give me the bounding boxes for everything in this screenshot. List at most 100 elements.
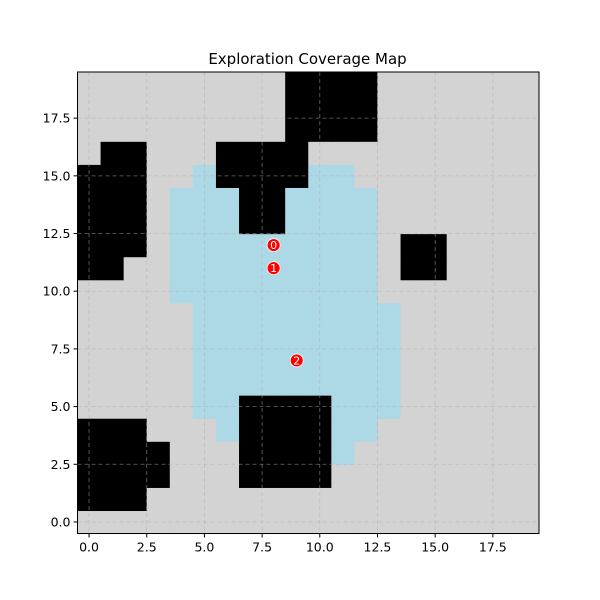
cell-unexplored (169, 441, 194, 465)
cell-obstacle (308, 395, 332, 419)
agent-marker-2: 2 (289, 353, 304, 367)
cell-explored (169, 210, 194, 235)
cell-obstacle (123, 441, 148, 465)
x-tick-label: 5.0 (194, 540, 214, 555)
y-tick-label: 7.5 (51, 341, 71, 356)
cell-obstacle (123, 464, 148, 488)
cell-unexplored (377, 118, 402, 142)
cell-obstacle (262, 441, 286, 465)
cell-obstacle (123, 210, 148, 235)
cell-unexplored (515, 418, 540, 442)
cell-unexplored (123, 302, 148, 327)
cell-obstacle (239, 164, 263, 188)
cell-obstacle (262, 464, 286, 488)
cell-obstacle (262, 141, 286, 165)
plot-frame (77, 71, 540, 534)
cell-obstacle (308, 72, 332, 96)
cell-explored (169, 279, 194, 304)
cell-obstacle (239, 141, 263, 165)
cell-unexplored (169, 325, 194, 350)
cell-explored (331, 210, 355, 235)
cell-unexplored (469, 141, 494, 165)
y-tick-label: 12.5 (43, 226, 71, 241)
cell-obstacle (285, 464, 309, 488)
cell-explored (354, 187, 379, 212)
cell-unexplored (446, 441, 471, 465)
cell-unexplored (123, 325, 148, 350)
cell-unexplored (169, 95, 194, 119)
cell-obstacle (100, 256, 125, 281)
cell-explored (354, 348, 379, 373)
cell-unexplored (377, 210, 402, 235)
cell-obstacle (285, 418, 309, 442)
cell-explored (215, 233, 240, 258)
cell-explored (239, 279, 263, 304)
cell-unexplored (492, 441, 517, 465)
cell-explored (354, 302, 379, 327)
cell-unexplored (492, 72, 517, 96)
cell-unexplored (400, 371, 425, 396)
cell-obstacle (100, 187, 125, 212)
cell-unexplored (400, 487, 425, 512)
cell-explored (331, 164, 355, 188)
cell-unexplored (492, 325, 517, 350)
cell-unexplored (469, 418, 494, 442)
cell-unexplored (169, 464, 194, 488)
cell-obstacle (100, 233, 125, 258)
cell-unexplored (492, 210, 517, 235)
cell-unexplored (492, 118, 517, 142)
cell-unexplored (423, 464, 448, 488)
cell-unexplored (446, 325, 471, 350)
cell-explored (192, 325, 217, 350)
cell-explored (215, 187, 240, 212)
cell-unexplored (100, 279, 125, 304)
cell-explored (331, 325, 355, 350)
cell-explored (331, 187, 355, 212)
cell-unexplored (262, 72, 286, 96)
cell-unexplored (377, 141, 402, 165)
cell-unexplored (262, 118, 286, 142)
cell-obstacle (123, 487, 148, 512)
cell-unexplored (446, 418, 471, 442)
cell-unexplored (123, 118, 148, 142)
cell-unexplored (169, 510, 194, 535)
cell-obstacle (100, 141, 125, 165)
cell-unexplored (192, 464, 217, 488)
cell-unexplored (469, 118, 494, 142)
cell-obstacle (100, 210, 125, 235)
cell-unexplored (515, 302, 540, 327)
cell-explored (354, 371, 379, 396)
y-tick-label: 5.0 (51, 399, 71, 414)
x-tick-label: 7.5 (252, 540, 272, 555)
cell-explored (285, 256, 309, 281)
cell-explored (331, 441, 355, 465)
cell-unexplored (77, 325, 102, 350)
cell-explored (331, 418, 355, 442)
agent-marker-0: 0 (266, 238, 281, 252)
cell-unexplored (123, 371, 148, 396)
cell-unexplored (469, 233, 494, 258)
cell-unexplored (377, 487, 402, 512)
cell-unexplored (215, 72, 240, 96)
cell-unexplored (423, 141, 448, 165)
cell-unexplored (469, 510, 494, 535)
cell-unexplored (100, 95, 125, 119)
agent-marker-1: 1 (266, 261, 281, 275)
cell-unexplored (446, 118, 471, 142)
cell-obstacle (354, 118, 379, 142)
cell-obstacle (239, 395, 263, 419)
cell-obstacle (215, 141, 240, 165)
cell-obstacle (146, 464, 171, 488)
cell-unexplored (192, 95, 217, 119)
cell-unexplored (146, 141, 171, 165)
cell-unexplored (469, 395, 494, 419)
y-tick-label: 10.0 (43, 284, 71, 299)
cell-unexplored (377, 441, 402, 465)
cell-unexplored (515, 256, 540, 281)
cell-explored (262, 348, 286, 373)
cell-unexplored (77, 141, 102, 165)
cell-unexplored (400, 464, 425, 488)
cell-unexplored (77, 302, 102, 327)
y-tick-label: 0.0 (51, 514, 71, 529)
